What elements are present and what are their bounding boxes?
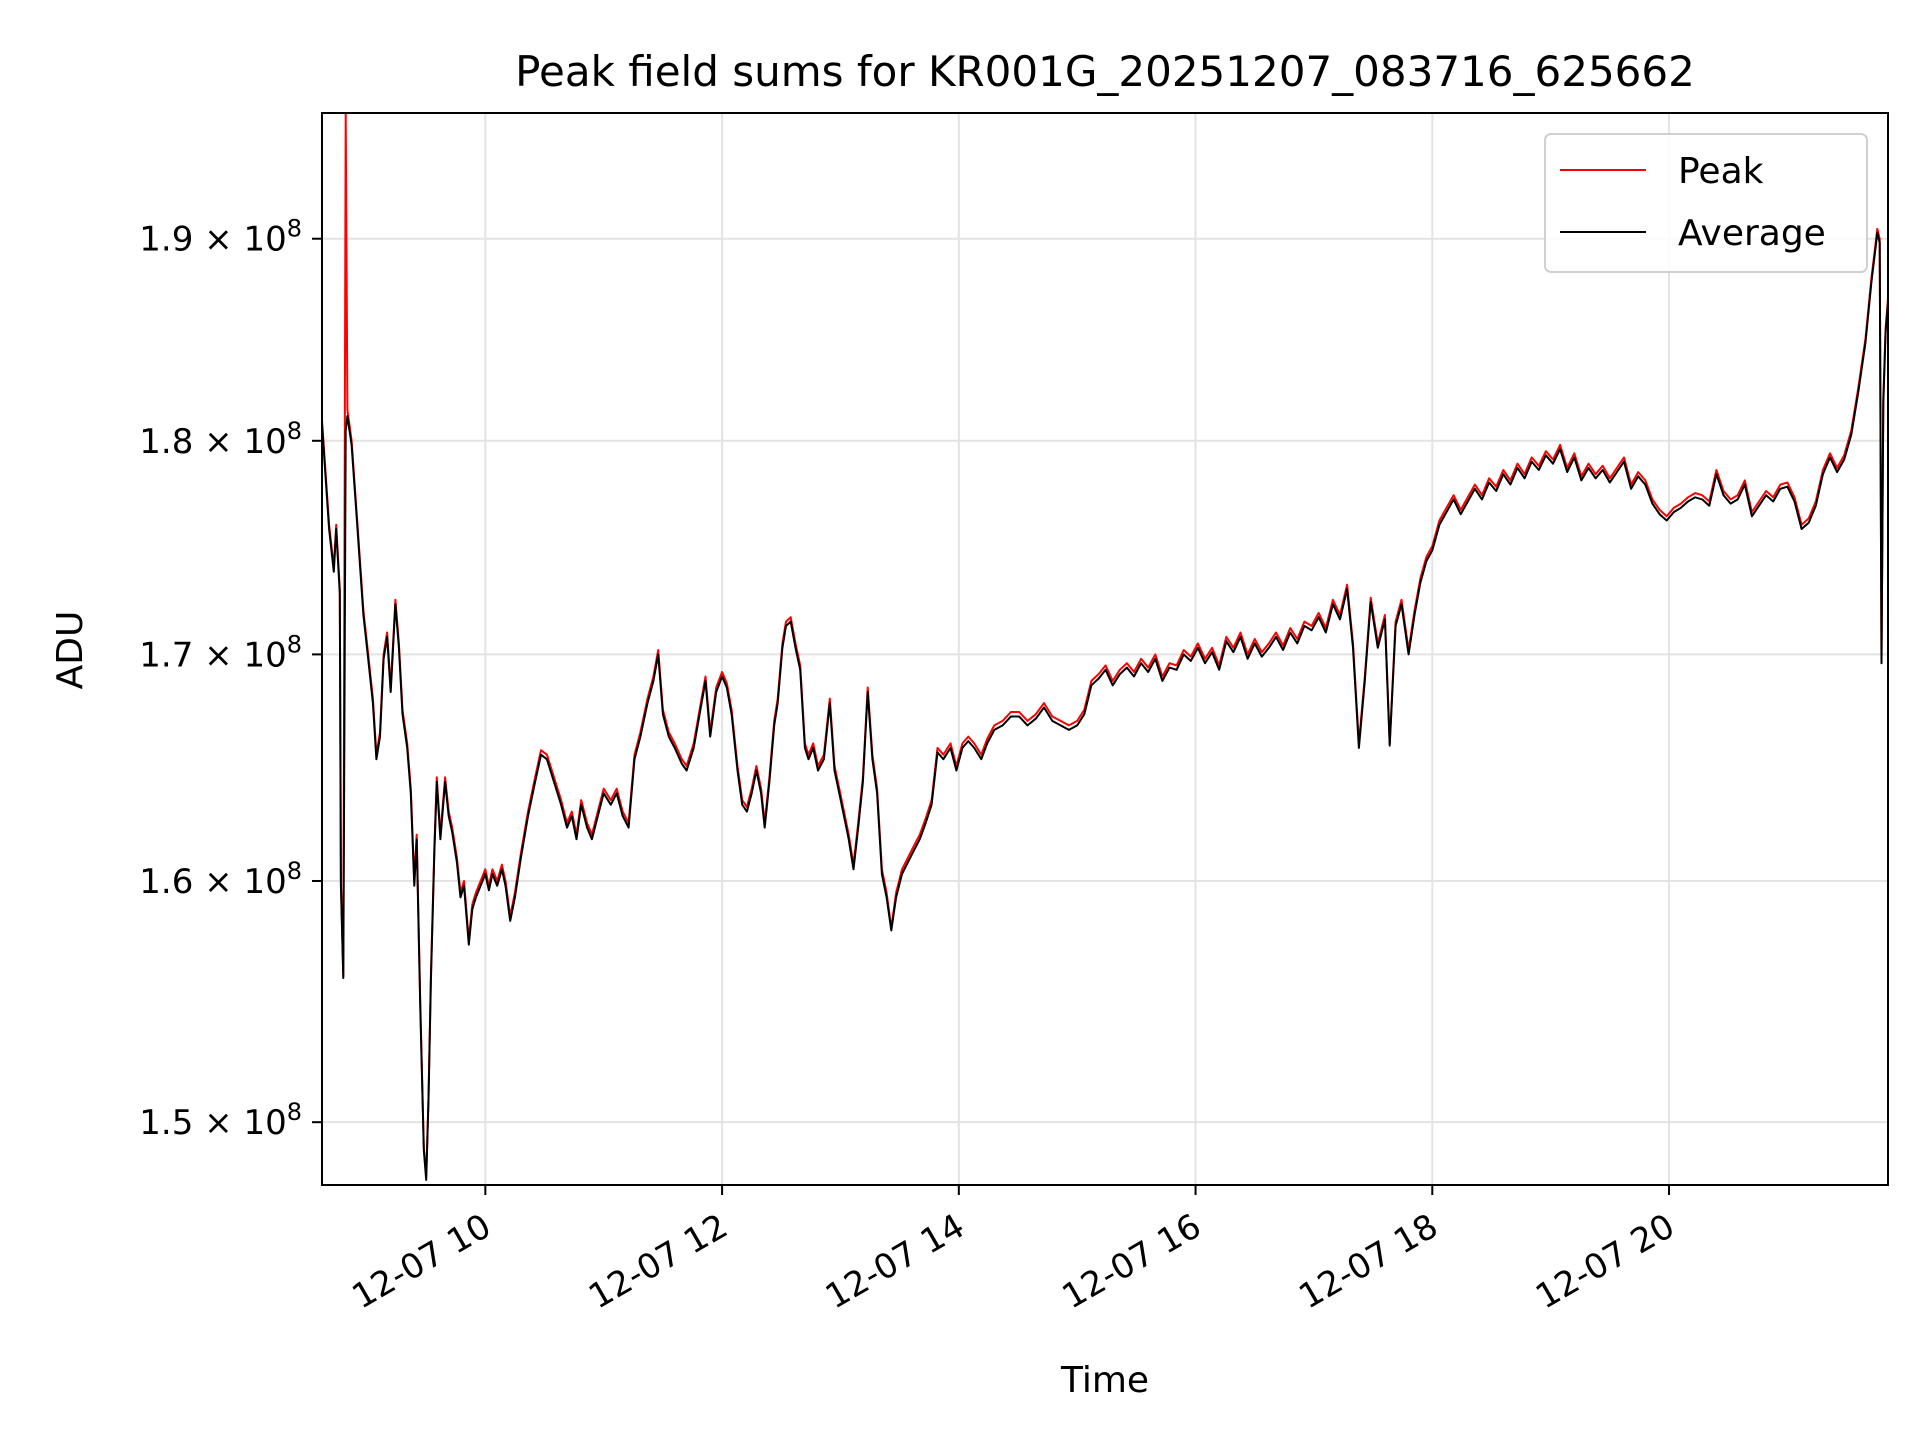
legend-box [1544,133,1868,273]
y-tick-label: 1.8 × 108 [139,417,302,462]
x-axis-label: Time [1060,1360,1149,1401]
series-line-average [322,231,1888,1181]
y-axis-label: ADU [50,611,91,690]
y-tick-label: 1.6 × 108 [139,857,302,902]
chart-title: Peak field sums for KR001G_20251207_0837… [515,47,1695,96]
y-tick-label: 1.7 × 108 [139,630,302,675]
plot-frame [321,112,1889,1186]
y-tick-label: 1.9 × 108 [139,215,302,260]
y-tick-label: 1.5 × 108 [139,1098,302,1143]
legend-label-peak: Peak [1678,151,1764,192]
legend-label-average: Average [1678,213,1826,254]
series-layer [322,113,1888,1181]
legend: Peak Average [1544,133,1868,273]
y-axis: 1.5 × 108 1.6 × 108 1.7 × 108 1.8 × 108 1.9 … [139,215,322,1143]
